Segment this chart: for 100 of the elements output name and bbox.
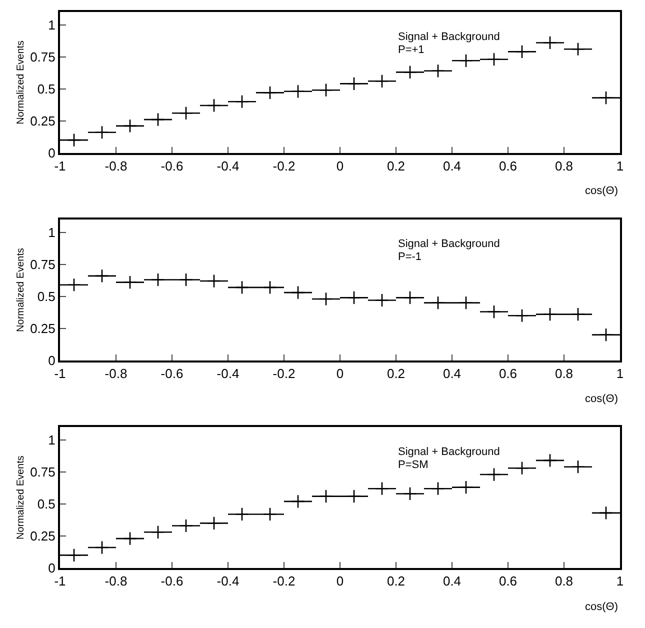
x-tick-label: -0.2 [272, 574, 296, 589]
point [599, 90, 613, 105]
point [459, 296, 473, 310]
point [571, 307, 585, 322]
x-tick-label: 0.2 [386, 574, 406, 589]
y-axis-title: Normalized Events [16, 456, 27, 540]
point [403, 290, 417, 305]
y-axis-title: Normalized Events [16, 40, 27, 124]
point [123, 532, 137, 546]
point [67, 133, 81, 147]
point [67, 278, 81, 292]
annotation: Signal + Background [398, 446, 500, 458]
x-tick-label: -0.2 [272, 366, 296, 382]
x-tick-label: 1 [616, 158, 624, 174]
point [263, 86, 277, 100]
point [235, 280, 249, 294]
point [375, 293, 389, 308]
x-tick-label: 1 [616, 366, 624, 382]
point [123, 275, 137, 290]
y-tick-label: 0.25 [30, 320, 56, 336]
point [543, 36, 557, 50]
annotation: P=+1 [398, 44, 424, 56]
point [95, 125, 109, 140]
point [347, 489, 361, 504]
point [515, 461, 529, 476]
point [571, 460, 585, 474]
point [543, 453, 557, 468]
point [207, 274, 221, 288]
x-tick-label: 0.6 [498, 574, 518, 589]
point [543, 307, 557, 322]
point [571, 42, 585, 56]
x-tick-label: -0.6 [160, 366, 184, 382]
y-tick-label: 0 [48, 560, 56, 576]
x-tick-label: 1 [616, 574, 624, 589]
point [151, 525, 165, 540]
point [95, 268, 109, 283]
x-tick-label: -1 [54, 574, 66, 589]
point [179, 106, 193, 120]
point [263, 280, 277, 294]
point [515, 308, 529, 323]
x-tick-label: -1 [54, 158, 66, 174]
x-tick-label: 0.2 [386, 366, 406, 382]
point [207, 516, 221, 530]
point [263, 507, 277, 522]
x-tick-label: 0.4 [442, 158, 462, 174]
x-tick-label: -0.8 [104, 574, 128, 589]
y-tick-label: 0 [48, 145, 56, 160]
x-axis-title: cos(Θ) [585, 393, 618, 405]
y-tick-label: 0.75 [30, 256, 56, 272]
point [151, 112, 165, 127]
point [291, 286, 305, 300]
y-tick-label: 0.25 [30, 528, 56, 544]
x-tick-label: 0.8 [554, 158, 574, 174]
point [67, 548, 81, 562]
x-tick-label: 0.8 [554, 366, 574, 382]
point [291, 84, 305, 98]
point [207, 98, 221, 112]
y-tick-label: 1 [48, 224, 56, 240]
point [599, 506, 613, 520]
point [319, 292, 333, 306]
point [375, 482, 389, 496]
point [487, 52, 501, 66]
y-tick-label: 0.5 [37, 288, 56, 304]
point [375, 74, 389, 88]
point [235, 94, 249, 109]
y-tick-label: 1 [48, 17, 56, 32]
point [431, 64, 445, 78]
point [291, 494, 305, 508]
point [599, 328, 613, 342]
x-tick-label: 0.6 [498, 158, 518, 174]
annotation: Signal + Background [398, 238, 500, 250]
x-axis-title: cos(Θ) [585, 601, 618, 613]
point [487, 468, 501, 482]
y-tick-label: 0.75 [30, 49, 56, 64]
x-tick-label: -0.6 [160, 158, 184, 174]
y-tick-label: 0.5 [37, 496, 56, 512]
x-tick-label: -0.4 [216, 574, 240, 589]
x-tick-label: 0.4 [442, 574, 462, 589]
x-tick-label: -1 [54, 366, 66, 382]
point [403, 486, 417, 501]
x-tick-label: -0.2 [272, 158, 296, 174]
point [403, 65, 417, 80]
point [431, 482, 445, 496]
point [515, 44, 529, 59]
x-tick-label: -0.4 [216, 158, 240, 174]
point [235, 507, 249, 522]
point [179, 272, 193, 287]
x-tick-label: -0.8 [104, 158, 128, 174]
point [319, 83, 333, 98]
point [431, 296, 445, 310]
annotation: P=SM [398, 459, 428, 471]
point [459, 54, 473, 68]
point [123, 119, 137, 133]
point [151, 272, 165, 287]
y-axis-title: Normalized Events [16, 248, 27, 332]
point [179, 518, 193, 533]
x-axis-title: cos(Θ) [585, 185, 618, 197]
point [319, 489, 333, 504]
x-tick-label: 0 [336, 574, 344, 589]
point [487, 304, 501, 319]
